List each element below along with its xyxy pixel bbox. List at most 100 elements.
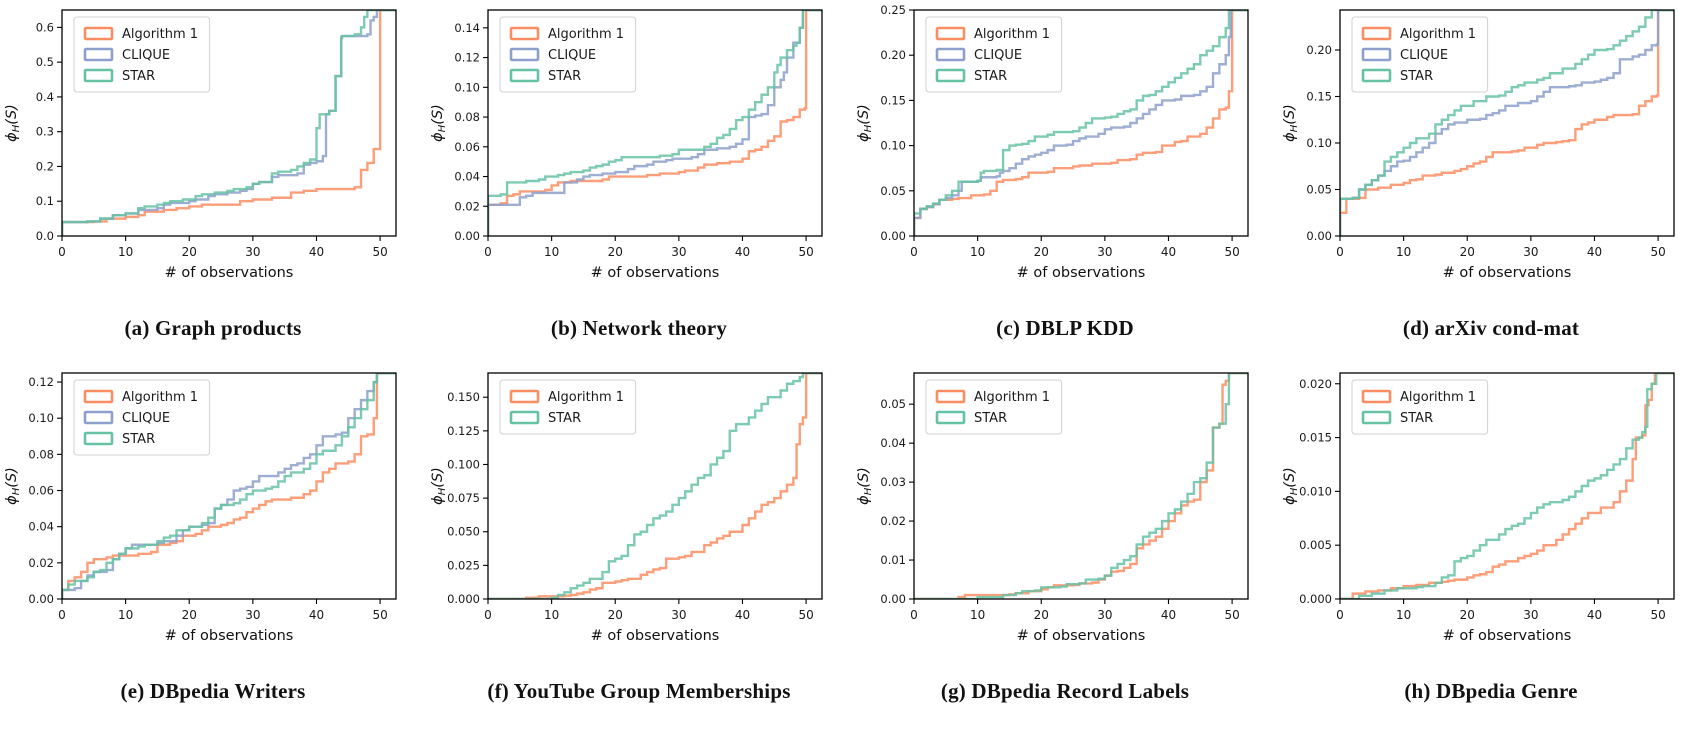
legend-label-algorithm-1: Algorithm 1 xyxy=(1400,390,1476,405)
legend-label-algorithm-1: Algorithm 1 xyxy=(974,27,1050,42)
legend-label-algorithm-1: Algorithm 1 xyxy=(1400,27,1476,42)
legend-label-algorithm-1: Algorithm 1 xyxy=(548,27,624,42)
legend-c: Algorithm 1 CLIQUE STAR xyxy=(925,16,1063,93)
subplot-a: 0 10 20 30 40 50 0.0 0.1 0.2 0.3 0.4 0.5 0.6 # of obs… xyxy=(0,2,426,365)
y-tick-label: 0.08 xyxy=(28,447,54,461)
y-tick-label: 0.000 xyxy=(1299,592,1332,606)
legend-swatch-star xyxy=(1361,68,1392,83)
x-tick-label: 10 xyxy=(544,608,559,622)
series-line-star xyxy=(488,10,822,236)
legend-b: Algorithm 1 CLIQUE STAR xyxy=(499,16,637,93)
chart-canvas-d: 0 10 20 30 40 50 0.00 0.05 0.10 0.15 0.20 # of obse… xyxy=(1282,9,1675,281)
axes-box-h xyxy=(1339,372,1675,600)
legend-label-clique: CLIQUE xyxy=(548,48,596,63)
legend-swatch-clique xyxy=(83,47,114,62)
y-axis-label-c: ϕH(S) xyxy=(856,104,874,142)
axis-ticks-e: 0 10 20 30 40 50 0.00 0.02 0.04 0.06 0.08 0.10 0.12 xyxy=(28,375,387,622)
x-tick-label: 0 xyxy=(58,608,66,622)
y-tick-label: 0.10 xyxy=(880,139,906,153)
series-line-algorithm-1 xyxy=(488,373,822,599)
caption-e: (e) DBpedia Writers xyxy=(120,679,306,703)
axis-ticks-h: 0 10 20 30 40 50 0.000 0.005 0.010 0.015 0.020 xyxy=(1299,377,1666,622)
legend-swatch-star xyxy=(83,68,114,83)
y-tick-label: 0.25 xyxy=(880,3,906,17)
x-tick-label: 0 xyxy=(58,245,66,259)
series-lines-a xyxy=(62,10,396,236)
legend-swatch-clique xyxy=(1361,47,1392,62)
y-tick-label: 0.6 xyxy=(36,20,54,34)
caption-d: (d) arXiv cond-mat xyxy=(1402,316,1580,340)
y-axis-label-h: ϕH(S) xyxy=(1282,467,1300,505)
subplot-e: 0 10 20 30 40 50 0.00 0.02 0.04 0.06 0.08 0.10 0.12 #… xyxy=(0,365,426,728)
x-tick-label: 40 xyxy=(735,608,750,622)
y-tick-label: 0.15 xyxy=(1306,89,1332,103)
x-tick-label: 0 xyxy=(910,608,918,622)
legend-swatch-star xyxy=(1361,410,1392,425)
x-tick-label: 10 xyxy=(118,608,133,622)
series-lines-d xyxy=(1340,10,1674,236)
x-tick-label: 50 xyxy=(1224,608,1239,622)
x-tick-label: 10 xyxy=(1396,608,1411,622)
legend-label-clique: CLIQUE xyxy=(1400,48,1448,63)
y-tick-label: 0.00 xyxy=(1306,229,1332,243)
y-tick-label: 0.06 xyxy=(454,140,480,154)
x-tick-label: 40 xyxy=(309,245,324,259)
legend-swatch-star xyxy=(935,68,966,83)
y-axis-label-g: ϕH(S) xyxy=(856,467,874,505)
y-tick-label: 0.02 xyxy=(28,556,54,570)
legend-g: Algorithm 1 STAR xyxy=(925,379,1063,435)
axes-box-d xyxy=(1339,9,1675,237)
y-tick-label: 0.125 xyxy=(447,424,480,438)
y-tick-label: 0.14 xyxy=(454,21,480,35)
series-line-star xyxy=(914,10,1248,236)
legend-label-star: STAR xyxy=(974,69,1007,84)
x-tick-label: 30 xyxy=(1097,245,1112,259)
x-tick-label: 20 xyxy=(182,245,197,259)
caption-a: (a) Graph products xyxy=(124,316,302,340)
x-tick-label: 0 xyxy=(910,245,918,259)
y-tick-label: 0.10 xyxy=(28,411,54,425)
legend-swatch-clique xyxy=(509,47,540,62)
y-tick-label: 0.020 xyxy=(1299,377,1332,391)
axes-box-g xyxy=(913,372,1249,600)
legend-swatch-star xyxy=(83,431,114,446)
y-tick-label: 0.00 xyxy=(454,229,480,243)
legend-label-algorithm-1: Algorithm 1 xyxy=(974,390,1050,405)
subplot-g: 0 10 20 30 40 50 0.00 0.01 0.02 0.03 0.04 0.05 # of … xyxy=(852,365,1278,728)
series-line-star xyxy=(1340,10,1674,236)
y-tick-label: 0.04 xyxy=(454,170,480,184)
chart-canvas-a: 0 10 20 30 40 50 0.0 0.1 0.2 0.3 0.4 0.5 0.6 # of obs… xyxy=(4,9,397,281)
y-tick-label: 0.010 xyxy=(1299,484,1332,498)
y-tick-label: 0.000 xyxy=(447,592,480,606)
y-tick-label: 0.015 xyxy=(1299,431,1332,445)
x-tick-label: 0 xyxy=(484,245,492,259)
x-tick-label: 30 xyxy=(1097,608,1112,622)
chart-canvas-g: 0 10 20 30 40 50 0.00 0.01 0.02 0.03 0.04 0.05 # of … xyxy=(856,372,1249,644)
series-lines-f xyxy=(488,373,822,599)
x-tick-label: 50 xyxy=(1224,245,1239,259)
x-tick-label: 50 xyxy=(372,608,387,622)
x-tick-label: 0 xyxy=(1336,245,1344,259)
x-tick-label: 30 xyxy=(245,608,260,622)
legend-label-star: STAR xyxy=(548,69,581,84)
y-tick-label: 0.08 xyxy=(454,110,480,124)
legend-swatch-star xyxy=(509,410,540,425)
series-line-algorithm-1 xyxy=(488,10,822,236)
y-tick-label: 0.20 xyxy=(1306,43,1332,57)
x-tick-label: 50 xyxy=(798,608,813,622)
x-tick-label: 20 xyxy=(608,245,623,259)
series-lines-h xyxy=(1340,373,1674,599)
y-tick-label: 0.075 xyxy=(447,491,480,505)
x-tick-label: 30 xyxy=(671,608,686,622)
chart-canvas-c: 0 10 20 30 40 50 0.00 0.05 0.10 0.15 0.20 0.25 # of … xyxy=(856,3,1249,281)
x-tick-label: 10 xyxy=(544,245,559,259)
legend-swatch-clique xyxy=(935,47,966,62)
y-tick-label: 0.02 xyxy=(880,514,906,528)
subplot-b: 0 10 20 30 40 50 0.00 0.02 0.04 0.06 0.08 0.10 0.12 0… xyxy=(426,2,852,365)
series-lines-c xyxy=(914,10,1248,236)
chart-canvas-b: 0 10 20 30 40 50 0.00 0.02 0.04 0.06 0.08 0.10 0.12 0… xyxy=(430,9,823,281)
subplot-f: 0 10 20 30 40 50 0.000 0.025 0.050 0.075 0.100 0.12… xyxy=(426,365,852,728)
legend-label-star: STAR xyxy=(122,69,155,84)
x-tick-label: 30 xyxy=(245,245,260,259)
